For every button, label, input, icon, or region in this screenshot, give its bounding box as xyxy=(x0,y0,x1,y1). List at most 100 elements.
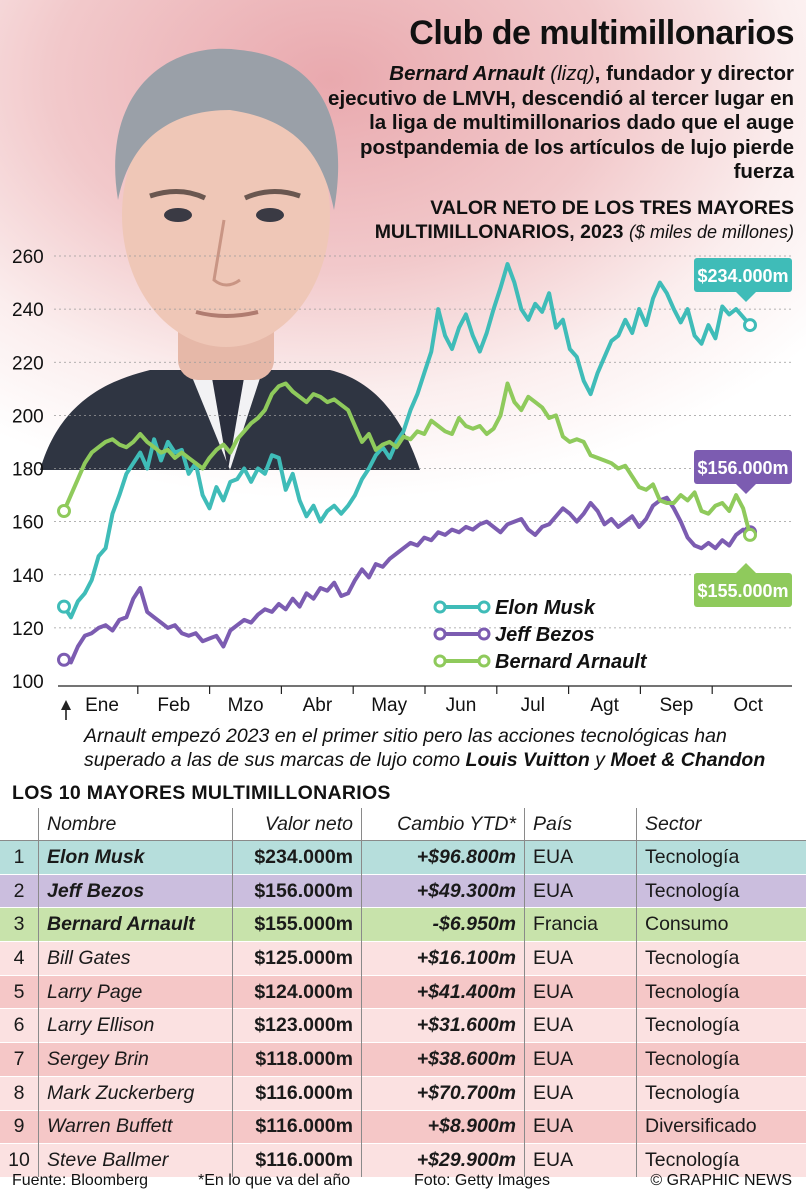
y-tick-label: 120 xyxy=(12,619,44,640)
subtitle-text: , fundador y director ejecutivo de LMVH,… xyxy=(328,62,794,183)
cell-rank: 3 xyxy=(0,907,39,942)
cell-rank: 6 xyxy=(0,1008,39,1043)
cell-value: $118.000m xyxy=(232,1042,362,1077)
cell-country: Francia xyxy=(524,907,637,942)
cell-rank: 8 xyxy=(0,1075,39,1110)
billionaires-table: Nombre Valor neto Cambio YTD* País Secto… xyxy=(0,808,806,1177)
cell-change: +$16.100m xyxy=(361,941,525,976)
x-tick-label: Jun xyxy=(446,695,477,716)
table-row: 5 Larry Page $124.000m +$41.400m EUA Tecnolog… xyxy=(0,974,806,1009)
cell-name: Mark Zuckerberg xyxy=(38,1075,233,1110)
y-tick-label: 260 xyxy=(12,247,44,268)
cell-rank: 10 xyxy=(0,1143,39,1177)
y-tick-label: 200 xyxy=(12,406,44,427)
cell-value: $123.000m xyxy=(232,1008,362,1043)
chart-title-line1: VALOR NETO DE LOS TRES MAYORES xyxy=(430,197,794,219)
subtitle-name: Bernard Arnault xyxy=(389,62,545,85)
cell-name: Elon Musk xyxy=(38,840,233,875)
cell-country: EUA xyxy=(524,1143,637,1177)
billionaire-name: Elon Musk xyxy=(47,845,145,868)
callout-label: $156.000m xyxy=(697,458,788,478)
legend-swatch-marker xyxy=(477,654,491,668)
y-tick-label: 180 xyxy=(12,460,44,481)
billionaire-name: Sergey Brin xyxy=(47,1047,149,1070)
callout-box xyxy=(694,450,792,484)
table-row: 9 Warren Buffett $116.000m +$8.900m EUA Diver… xyxy=(0,1109,806,1144)
cell-value: $155.000m xyxy=(232,907,362,942)
cell-sector: Consumo xyxy=(636,907,806,942)
billionaire-name: Warren Buffett xyxy=(47,1115,173,1138)
cell-sector: Tecnología xyxy=(636,974,806,1009)
cell-rank: 1 xyxy=(0,840,39,875)
legend-item-jeff-bezos: Jeff Bezos xyxy=(433,624,595,646)
y-tick-label: 220 xyxy=(12,353,44,374)
page-title: Club de multimillonarios xyxy=(409,14,794,52)
note-text: Arnault empezó 2023 en el primer sitio p… xyxy=(84,725,727,771)
x-tick-label: Feb xyxy=(157,695,190,716)
legend-label: Bernard Arnault xyxy=(495,651,648,673)
header-value: Valor neto xyxy=(232,808,362,841)
table-row: 3 Bernard Arnault $155.000m -$6.950m Francia… xyxy=(0,907,806,942)
billionaire-name: Larry Page xyxy=(47,980,143,1003)
x-tick-label: May xyxy=(371,695,407,716)
callout-pointer xyxy=(736,563,756,573)
series-start-marker xyxy=(57,504,71,518)
table-row: 10 Steve Ballmer $116.000m +$29.900m EUA Tecn… xyxy=(0,1143,806,1177)
table-title: LOS 10 MAYORES MULTIMILLONARIOS xyxy=(12,782,391,804)
legend-item-elon-musk: Elon Musk xyxy=(433,597,596,619)
table-row: 1 Elon Musk $234.000m +$96.800m EUA Tecnologí… xyxy=(0,840,806,875)
legend-swatch-marker xyxy=(477,600,491,614)
subtitle-paren: (lizq) xyxy=(544,62,595,85)
billionaire-name: Steve Ballmer xyxy=(47,1149,169,1172)
header-change: Cambio YTD* xyxy=(361,808,525,841)
cell-sector: Tecnología xyxy=(636,1042,806,1077)
table-row: 6 Larry Ellison $123.000m +$31.600m EUA Tecno… xyxy=(0,1008,806,1043)
cell-name: Jeff Bezos xyxy=(38,873,233,908)
cell-value: $116.000m xyxy=(232,1143,362,1177)
callout-jeff-bezos: $156.000m xyxy=(694,450,792,494)
table-row: 2 Jeff Bezos $156.000m +$49.300m EUA Tecnolog… xyxy=(0,873,806,908)
cell-rank: 9 xyxy=(0,1109,39,1144)
cell-value: $234.000m xyxy=(232,840,362,875)
footer-source: Fuente: Bloomberg xyxy=(12,1172,149,1189)
table-row: 4 Bill Gates $125.000m +$16.100m EUA Tecnolog… xyxy=(0,941,806,976)
cell-country: EUA xyxy=(524,1008,637,1043)
legend-swatch-marker xyxy=(433,600,447,614)
callout-box xyxy=(694,573,792,607)
cell-change: +$38.600m xyxy=(361,1042,525,1077)
table-row: 8 Mark Zuckerberg $116.000m +$70.700m EUA Tec… xyxy=(0,1075,806,1110)
cell-name: Warren Buffett xyxy=(38,1109,233,1144)
series-line-elon-musk xyxy=(62,262,752,620)
cell-value: $116.000m xyxy=(232,1109,362,1144)
footer-credit: © GRAPHIC NEWS xyxy=(650,1172,792,1189)
cell-rank: 5 xyxy=(0,974,39,1009)
x-tick-label: Jul xyxy=(521,695,545,716)
cell-sector: Tecnología xyxy=(636,1075,806,1110)
cell-sector: Tecnología xyxy=(636,840,806,875)
note-arrow xyxy=(61,700,71,720)
cell-rank: 7 xyxy=(0,1042,39,1077)
cell-sector: Tecnología xyxy=(636,1143,806,1177)
table-header-row: Nombre Valor neto Cambio YTD* País Secto… xyxy=(0,808,806,841)
cell-country: EUA xyxy=(524,1109,637,1144)
cell-change: +$8.900m xyxy=(361,1109,525,1144)
y-tick-label: 140 xyxy=(12,566,44,587)
y-tick-label: 100 xyxy=(12,672,44,693)
header-rank xyxy=(0,808,39,841)
cell-country: EUA xyxy=(524,974,637,1009)
cell-name: Larry Ellison xyxy=(38,1008,233,1043)
cell-value: $125.000m xyxy=(232,941,362,976)
chart-title: VALOR NETO DE LOS TRES MAYORES MULTIMILLO… xyxy=(375,196,794,244)
callout-bernard-arnault: $155.000m xyxy=(694,563,792,607)
portrait-photo xyxy=(40,48,420,470)
header-sector: Sector xyxy=(636,808,806,841)
series-start-marker xyxy=(57,599,71,614)
cell-value: $116.000m xyxy=(232,1075,362,1110)
note-brand-moet-chandon: Moet & Chandon xyxy=(610,749,766,771)
header-name: Nombre xyxy=(38,808,233,841)
footer-photo-credit: Foto: Getty Images xyxy=(414,1172,551,1189)
legend-swatch-marker xyxy=(477,627,491,641)
x-tick-label: Ene xyxy=(85,695,119,716)
cell-sector: Tecnología xyxy=(636,873,806,908)
x-tick-label: Oct xyxy=(733,695,763,716)
